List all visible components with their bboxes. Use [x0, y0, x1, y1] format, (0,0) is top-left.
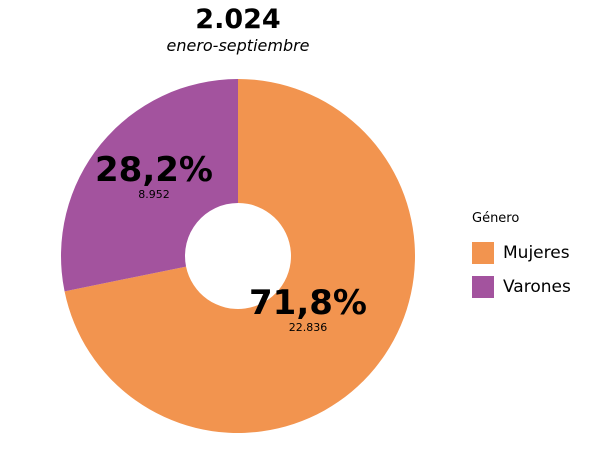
legend-label-varones: Varones [503, 277, 571, 297]
slice-mujeres [64, 79, 416, 433]
legend: Género Mujeres Varones [472, 210, 571, 308]
slice-count-label-mujeres: 22.836 [289, 321, 328, 334]
slice-varones [61, 79, 239, 292]
legend-swatch-varones [472, 276, 494, 298]
chart-subtitle: enero-septiembre [166, 36, 310, 55]
legend-title: Género [472, 211, 520, 226]
slice-percent-label-mujeres: 71,8% [249, 283, 367, 323]
chart-title: 2.024 [195, 4, 281, 35]
legend-item-mujeres: Mujeres [472, 240, 571, 266]
slice-percent-label-varones: 28,2% [95, 150, 213, 190]
legend-item-varones: Varones [472, 274, 571, 300]
legend-label-mujeres: Mujeres [503, 243, 570, 263]
legend-swatch-mujeres [472, 242, 494, 264]
slice-count-label-varones: 8.952 [138, 188, 170, 201]
